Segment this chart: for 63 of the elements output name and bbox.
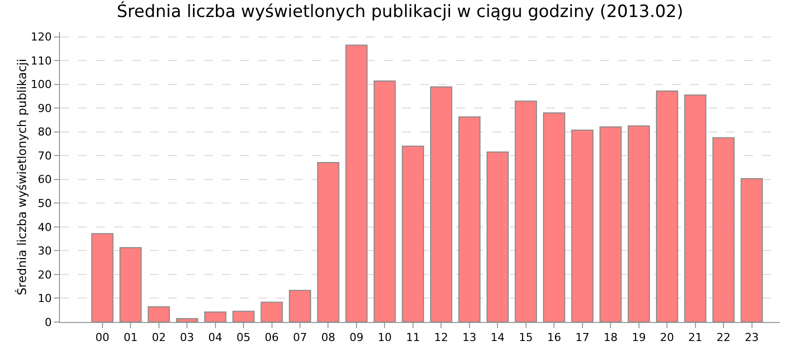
- y-tick-label: 110: [30, 54, 52, 68]
- bar: [317, 162, 340, 322]
- x-tick-label: 02: [152, 331, 166, 344]
- x-tick-label: 16: [547, 331, 562, 344]
- x-tick-label: 03: [180, 331, 194, 344]
- bar: [176, 318, 198, 322]
- x-tick-label: 00: [95, 331, 110, 344]
- x-tick-label: 12: [434, 331, 448, 344]
- bar: [148, 306, 170, 322]
- y-tick-label: 20: [38, 268, 52, 282]
- y-tick-label: 40: [38, 220, 52, 234]
- x-tick-label: 09: [349, 331, 364, 344]
- bar: [204, 312, 226, 322]
- bar: [260, 302, 283, 322]
- bar: [486, 152, 509, 322]
- x-tick-label: 14: [490, 331, 505, 344]
- x-tick-label: 23: [744, 331, 759, 344]
- bar: [712, 137, 735, 322]
- x-tick-label: 20: [660, 331, 674, 344]
- x-tick-label: 17: [575, 331, 590, 344]
- y-tick-label: 80: [38, 126, 52, 139]
- bar: [374, 80, 396, 322]
- bar: [345, 44, 368, 322]
- y-axis-title: Średnia liczba wyświetlonych publikacji: [14, 58, 29, 296]
- y-tick-label: 10: [38, 292, 52, 306]
- y-tick-label: 60: [38, 173, 52, 186]
- bar: [288, 290, 312, 322]
- chart-title: Średnia liczba wyświetlonych publikacji w ciągu godziny (2013.02): [116, 1, 684, 22]
- x-tick-label: 11: [406, 331, 420, 344]
- bar: [120, 247, 142, 322]
- bar: [458, 116, 480, 322]
- x-tick-label: 13: [462, 331, 476, 344]
- x-tick-label: 01: [124, 331, 138, 344]
- bar: [628, 125, 650, 322]
- y-tick-label: 70: [38, 149, 52, 162]
- bar: [430, 86, 452, 322]
- bar: [656, 90, 678, 322]
- x-tick-label: 06: [264, 331, 279, 344]
- x-tick-label: 21: [688, 331, 702, 344]
- y-tick-label: 100: [30, 78, 52, 92]
- y-tick-label: 0: [44, 316, 52, 329]
- y-tick-label: 90: [38, 102, 52, 115]
- bar: [402, 146, 424, 322]
- x-tick-label: 19: [632, 331, 646, 344]
- y-tick-label: 50: [38, 197, 52, 210]
- bar: [600, 126, 622, 322]
- bar: [684, 94, 706, 322]
- bar: [543, 112, 566, 322]
- y-tick-label: 30: [38, 244, 52, 258]
- bar: [514, 100, 537, 322]
- x-tick-label: 22: [716, 331, 731, 344]
- x-tick-label: 08: [321, 331, 336, 344]
- x-tick-label: 05: [236, 331, 251, 344]
- y-tick-label: 120: [30, 30, 52, 44]
- x-tick-label: 15: [518, 331, 533, 344]
- bar: [740, 178, 763, 322]
- x-tick-label: 18: [604, 331, 618, 344]
- bar: [91, 233, 114, 322]
- x-tick-label: 07: [293, 331, 307, 344]
- x-tick-label: 10: [378, 331, 392, 344]
- bar: [232, 310, 255, 322]
- bar: [571, 130, 594, 322]
- x-tick-label: 04: [208, 331, 222, 344]
